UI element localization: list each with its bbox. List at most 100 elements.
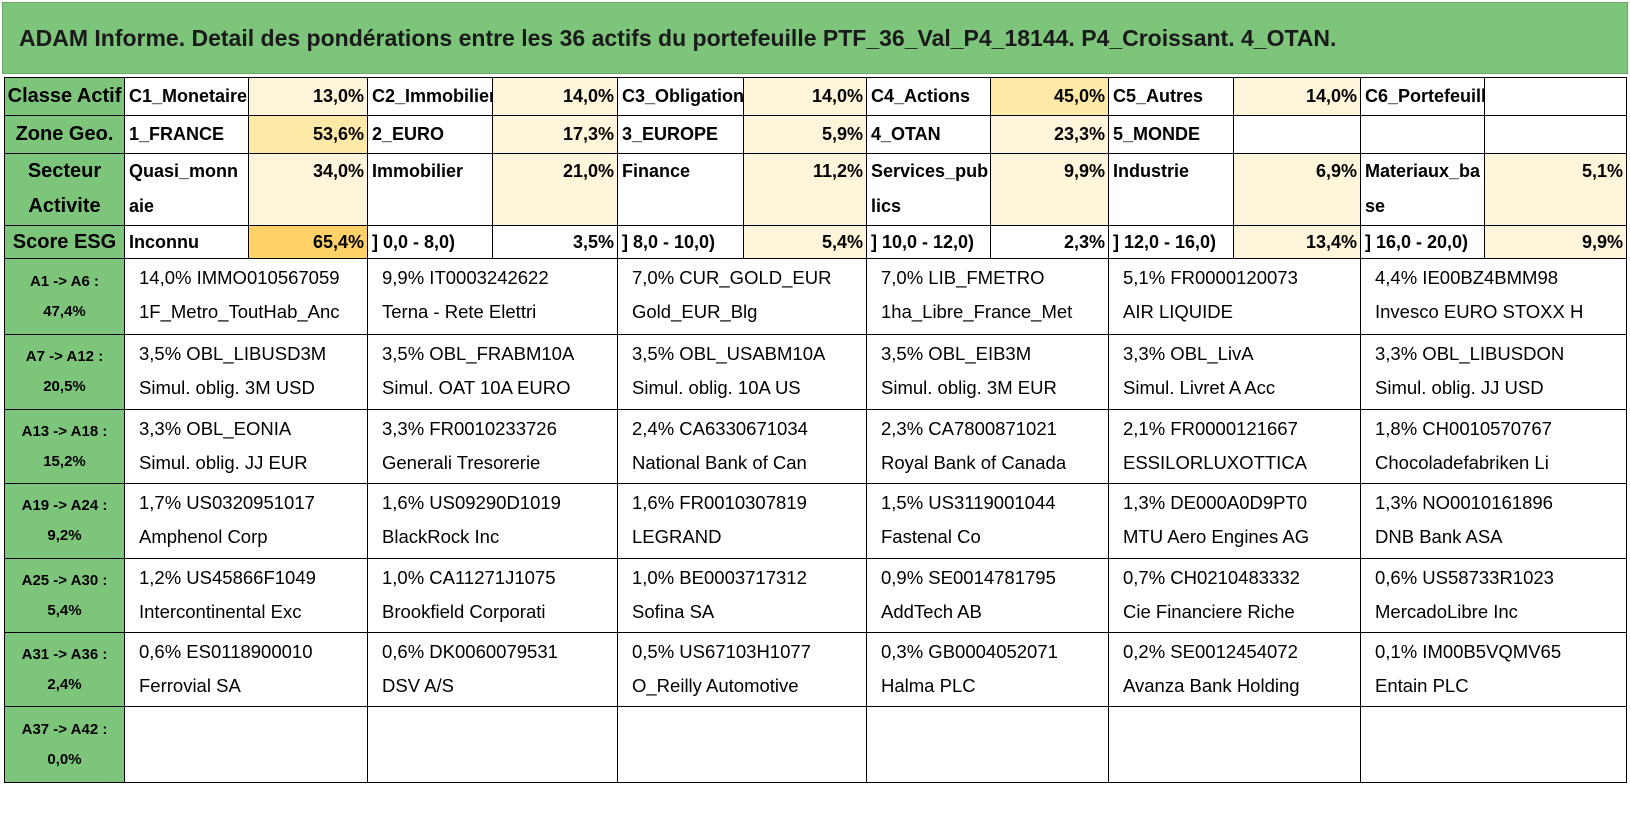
classe-name-c2: C2_Immobilier xyxy=(367,77,493,116)
asset-range-header: A1 -> A6 : 47,4% xyxy=(4,258,125,335)
asset-weight-code: 2,4% CA6330671034 xyxy=(632,418,808,439)
classe-pct-c3: 14,0% xyxy=(743,77,867,116)
asset-weight-code: 7,0% LIB_FMETRO xyxy=(881,267,1045,288)
asset-name: Entain PLC xyxy=(1375,675,1469,696)
asset-cell: 7,0% LIB_FMETRO 1ha_Libre_France_Met xyxy=(866,258,1109,335)
asset-range-label: A37 -> A42 : xyxy=(21,720,108,738)
asset-cell: 2,3% CA7800871021 Royal Bank of Canada xyxy=(866,409,1109,484)
asset-cell: 0,1% IM00B5VQMV65 Entain PLC xyxy=(1360,632,1627,707)
asset-cell: 1,3% DE000A0D9PT0 MTU Aero Engines AG xyxy=(1108,483,1361,559)
asset-name: BlackRock Inc xyxy=(382,526,500,547)
zone-pct-3: 5,9% xyxy=(743,115,867,154)
asset-range-total: 47,4% xyxy=(43,302,86,320)
classe-pct-c5: 14,0% xyxy=(1233,77,1361,116)
asset-weight-code: 3,3% OBL_LIBUSDON xyxy=(1375,343,1565,364)
asset-cell: 7,0% CUR_GOLD_EUR Gold_EUR_Blg xyxy=(617,258,867,335)
secteur-name-3: Finance xyxy=(617,153,744,226)
asset-cell: 1,0% BE0003717312 Sofina SA xyxy=(617,558,867,633)
esg-pct-3: 5,4% xyxy=(743,225,867,259)
asset-weight-code: 0,2% SE0012454072 xyxy=(1123,641,1298,662)
asset-row: A1 -> A6 : 47,4% 14,0% IMMO010567059 1F_Met… xyxy=(4,258,1627,335)
asset-range-header: A7 -> A12 : 20,5% xyxy=(4,334,125,410)
esg-name-3: ] 8,0 - 10,0) xyxy=(617,225,744,259)
asset-name: Gold_EUR_Blg xyxy=(632,301,758,322)
asset-name: Ferrovial SA xyxy=(139,675,241,696)
asset-name: MTU Aero Engines AG xyxy=(1123,526,1310,547)
asset-weight-code: 0,1% IM00B5VQMV65 xyxy=(1375,641,1562,662)
asset-cell: 3,5% OBL_USABM10A Simul. oblig. 10A US xyxy=(617,334,867,410)
asset-weight-code: 5,1% FR0000120073 xyxy=(1123,267,1298,288)
asset-weight-code: 2,1% FR0000121667 xyxy=(1123,418,1298,439)
asset-cell: 1,6% FR0010307819 LEGRAND xyxy=(617,483,867,559)
asset-name: AddTech AB xyxy=(881,601,982,622)
asset-name: LEGRAND xyxy=(632,526,722,547)
zone-pct-4: 23,3% xyxy=(990,115,1109,154)
asset-range-header: A37 -> A42 : 0,0% xyxy=(4,706,125,783)
asset-range-total: 2,4% xyxy=(47,675,82,693)
zone-name-2: 2_EURO xyxy=(367,115,493,154)
asset-cell xyxy=(866,706,1109,783)
asset-range-total: 0,0% xyxy=(47,750,82,768)
esg-name-4: ] 10,0 - 12,0) xyxy=(866,225,991,259)
asset-cell: 3,3% OBL_LivA Simul. Livret A Acc xyxy=(1108,334,1361,410)
asset-weight-code: 0,6% ES0118900010 xyxy=(139,641,313,662)
asset-weight-code: 1,6% US09290D1019 xyxy=(382,492,561,513)
asset-range-total: 5,4% xyxy=(47,601,82,619)
asset-cell: 14,0% IMMO010567059 1F_Metro_ToutHab_Anc xyxy=(124,258,368,335)
assets-table: A1 -> A6 : 47,4% 14,0% IMMO010567059 1F_Met… xyxy=(4,258,1627,783)
asset-weight-code: 3,3% OBL_LivA xyxy=(1123,343,1254,364)
asset-weight-code: 4,4% IE00BZ4BMM98 xyxy=(1375,267,1559,288)
asset-weight-code: 1,8% CH0010570767 xyxy=(1375,418,1552,439)
asset-cell: 3,3% FR0010233726 Generali Tresorerie xyxy=(367,409,618,484)
asset-name: Terna - Rete Elettri xyxy=(382,301,537,322)
esg-name-1: Inconnu xyxy=(124,225,249,259)
asset-cell: 3,5% OBL_FRABM10A Simul. OAT 10A EURO xyxy=(367,334,618,410)
asset-name: 1F_Metro_ToutHab_Anc xyxy=(139,301,340,322)
asset-weight-code: 3,3% FR0010233726 xyxy=(382,418,557,439)
asset-range-header: A19 -> A24 : 9,2% xyxy=(4,483,125,559)
esg-pct-4: 2,3% xyxy=(990,225,1109,259)
zone-pct-5 xyxy=(1233,115,1361,154)
asset-range-label: A19 -> A24 : xyxy=(21,497,108,514)
asset-cell: 9,9% IT0003242622 Terna - Rete Elettri xyxy=(367,258,618,335)
secteur-name-4: Services_publics xyxy=(866,153,991,226)
asset-cell: 3,5% OBL_LIBUSD3M Simul. oblig. 3M USD xyxy=(124,334,368,410)
row-label-zone-geo: Zone Geo. xyxy=(4,115,125,154)
asset-range-header: A25 -> A30 : 5,4% xyxy=(4,558,125,633)
asset-range-label: A31 -> A36 : xyxy=(21,645,108,663)
asset-weight-code: 1,0% BE0003717312 xyxy=(632,567,807,588)
classe-name-c6: C6_Portefeuill xyxy=(1360,77,1485,116)
secteur-pct-6: 5,1% xyxy=(1484,153,1627,226)
asset-cell: 0,5% US67103H1077 O_Reilly Automotive xyxy=(617,632,867,707)
asset-name: Amphenol Corp xyxy=(139,526,268,547)
summary-row-zone-geo: Zone Geo. 1_FRANCE 53,6% 2_EURO 17,3% 3_… xyxy=(4,115,1627,154)
asset-weight-code: 3,5% OBL_FRABM10A xyxy=(382,343,575,364)
asset-row: A19 -> A24 : 9,2% 1,7% US0320951017 Ampheno… xyxy=(4,483,1627,559)
secteur-name-2: Immobilier xyxy=(367,153,493,226)
classe-pct-c6 xyxy=(1484,77,1627,116)
asset-weight-code: 1,3% DE000A0D9PT0 xyxy=(1123,492,1308,513)
asset-name: Simul. OAT 10A EURO xyxy=(382,377,571,398)
secteur-name-6: Materiaux_base xyxy=(1360,153,1485,226)
asset-cell xyxy=(1108,706,1361,783)
asset-weight-code: 2,3% CA7800871021 xyxy=(881,418,1057,439)
secteur-pct-3: 11,2% xyxy=(743,153,867,226)
asset-cell xyxy=(367,706,618,783)
asset-weight-code: 1,3% NO0010161896 xyxy=(1375,492,1553,513)
esg-name-2: ] 0,0 - 8,0) xyxy=(367,225,493,259)
asset-weight-code: 9,9% IT0003242622 xyxy=(382,267,549,288)
asset-cell: 0,7% CH0210483332 Cie Financiere Riche xyxy=(1108,558,1361,633)
asset-cell xyxy=(124,706,368,783)
classe-pct-c2: 14,0% xyxy=(492,77,618,116)
asset-row: A7 -> A12 : 20,5% 3,5% OBL_LIBUSD3M Simul. … xyxy=(4,334,1627,410)
asset-name: ESSILORLUXOTTICA xyxy=(1123,452,1308,473)
zone-name-6 xyxy=(1360,115,1485,154)
asset-weight-code: 0,7% CH0210483332 xyxy=(1123,567,1300,588)
esg-pct-5: 13,4% xyxy=(1233,225,1361,259)
secteur-pct-5: 6,9% xyxy=(1233,153,1361,226)
asset-cell: 1,0% CA11271J1075 Brookfield Corporati xyxy=(367,558,618,633)
row-label-score-esg: Score ESG xyxy=(4,225,125,259)
zone-name-3: 3_EUROPE xyxy=(617,115,744,154)
asset-cell: 3,5% OBL_EIB3M Simul. oblig. 3M EUR xyxy=(866,334,1109,410)
asset-weight-code: 3,5% OBL_EIB3M xyxy=(881,343,1032,364)
